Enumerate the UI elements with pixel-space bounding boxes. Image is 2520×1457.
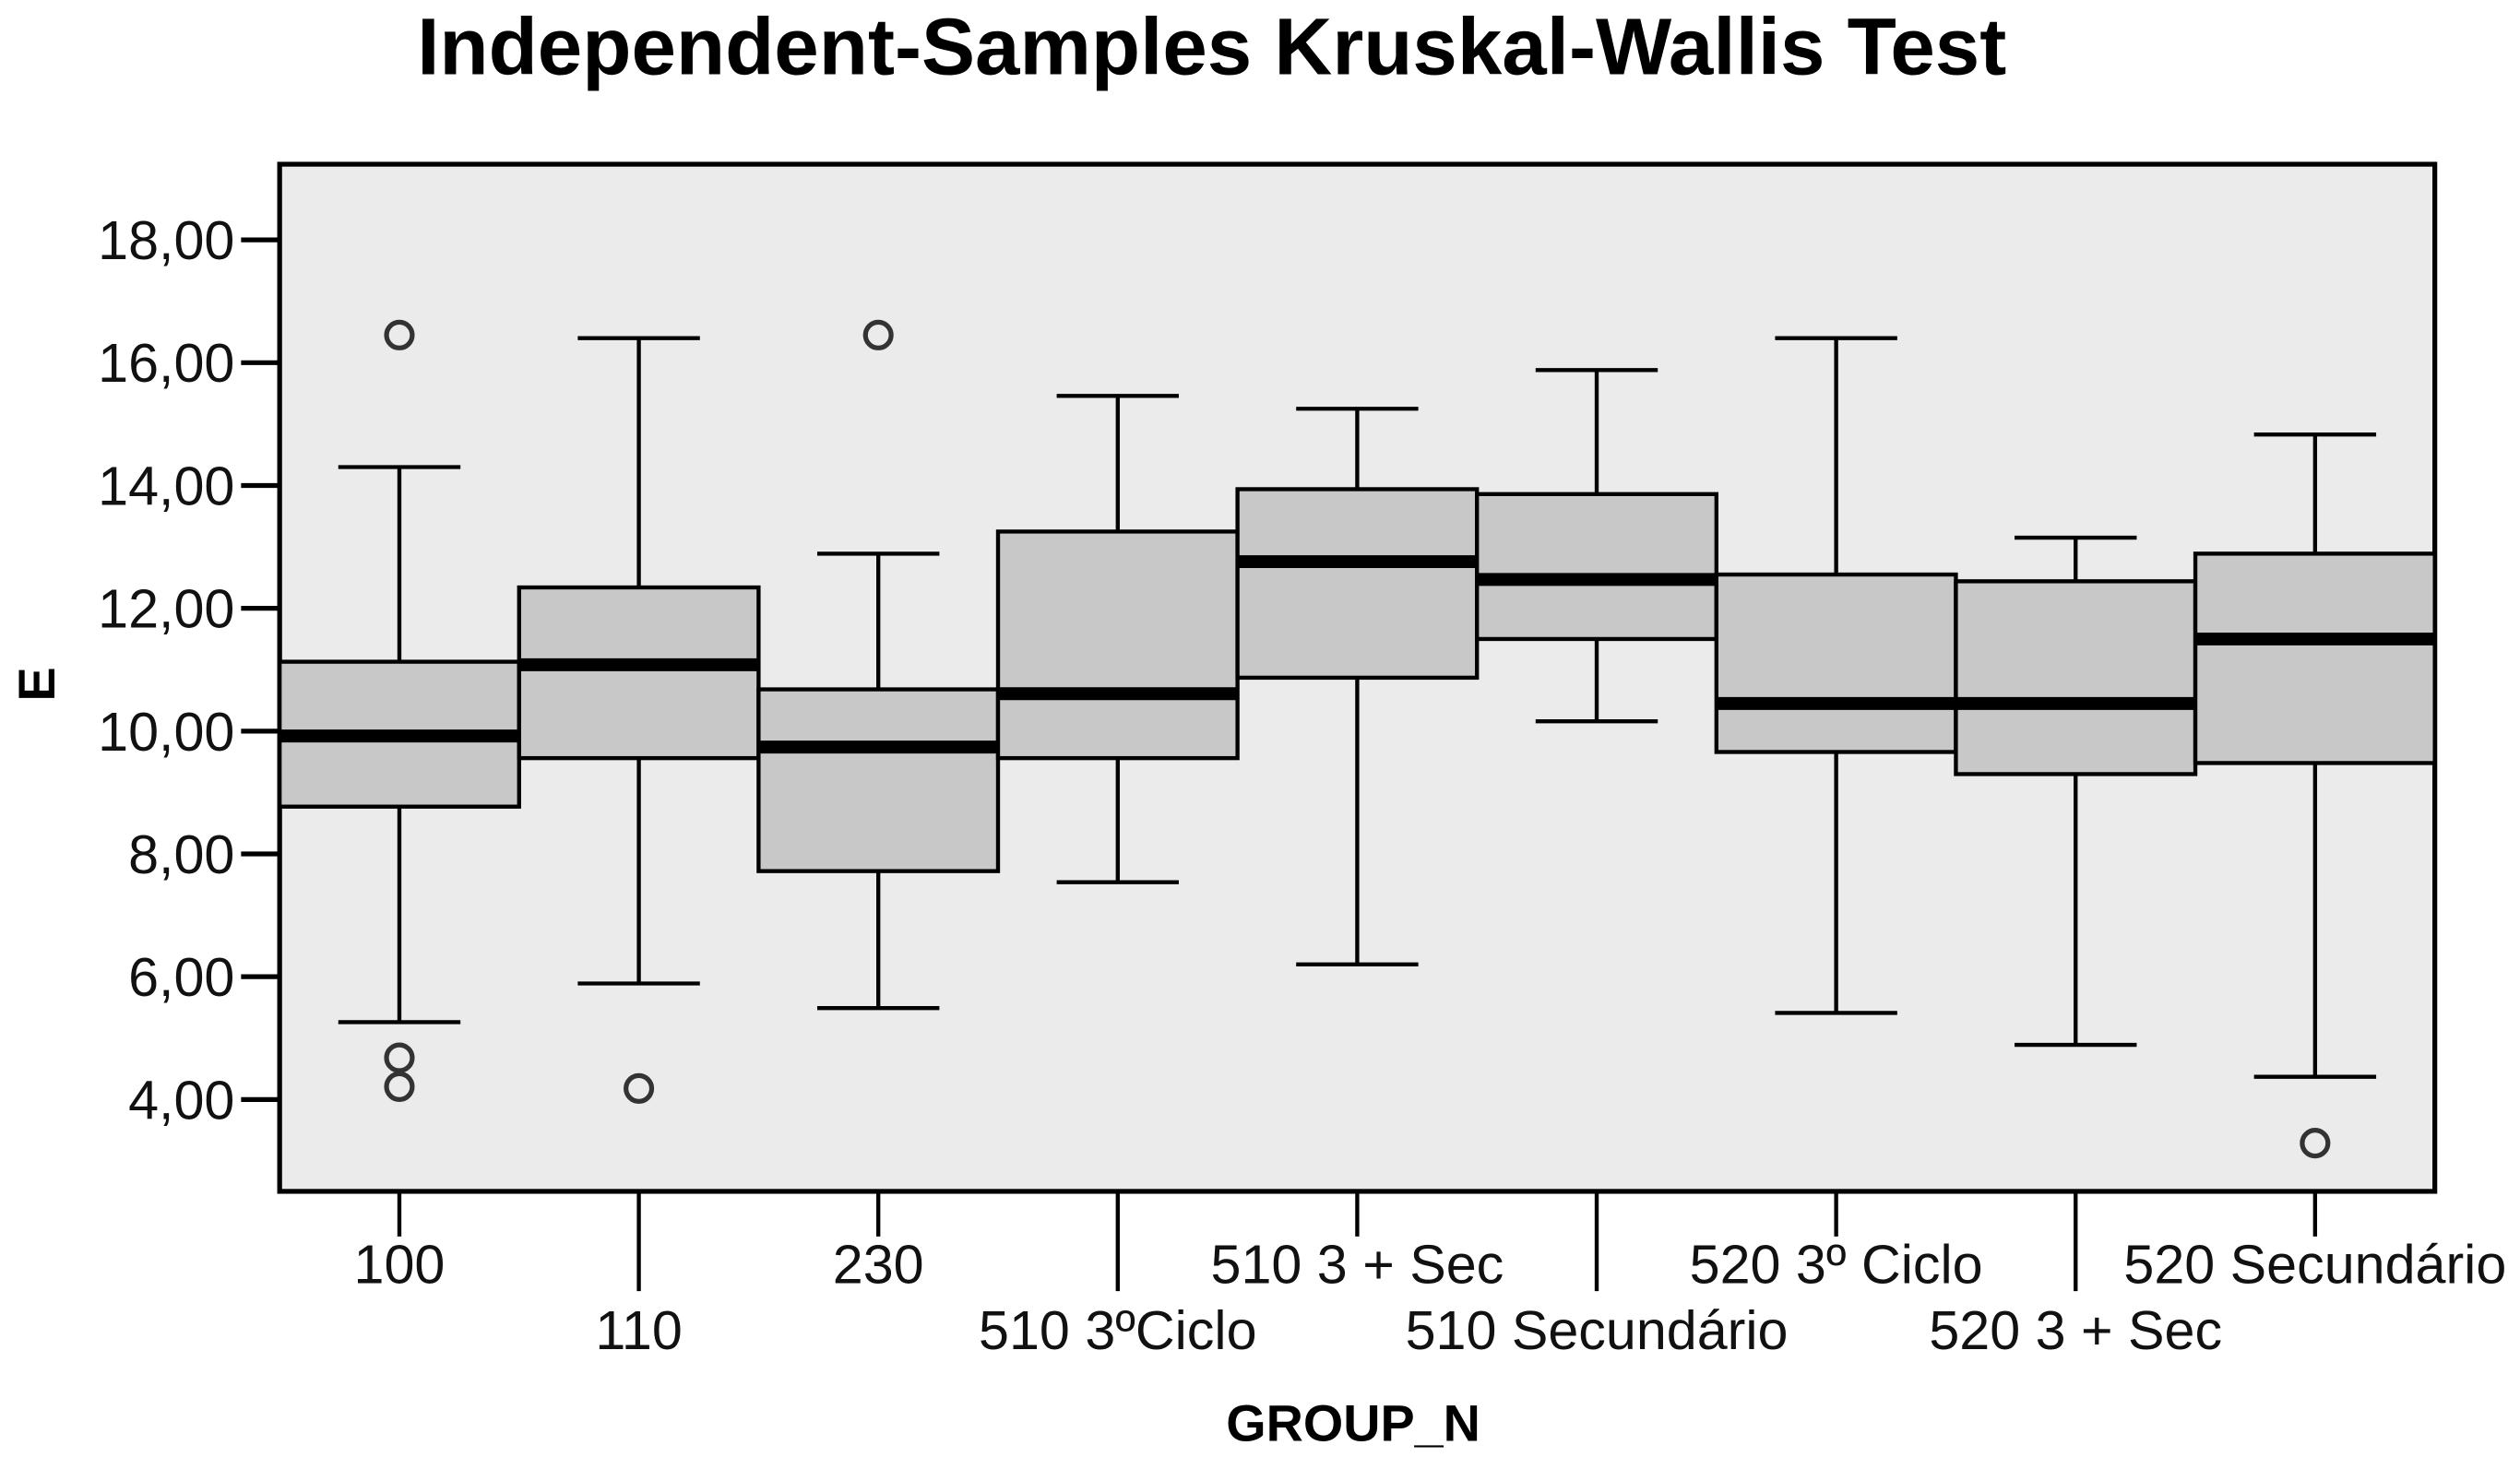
chart-title: Independent-Samples Kruskal-Wallis Test (417, 2, 2006, 91)
x-tick-label: 520 3º Ciclo (1690, 1233, 1983, 1295)
outlier-point (2300, 1128, 2331, 1159)
outlier-point (384, 1071, 415, 1102)
y-tick-label: 18,00 (98, 209, 234, 271)
outlier-point (384, 319, 415, 350)
y-tick-label: 12,00 (98, 578, 234, 640)
y-tick-label: 16,00 (98, 332, 234, 394)
y-tick-label: 4,00 (128, 1069, 234, 1131)
x-tick-label: 510 Secundário (1406, 1299, 1789, 1361)
box-iqr (1235, 487, 1480, 681)
outlier-point (384, 1042, 415, 1073)
box-iqr (1954, 579, 2198, 776)
x-tick-label: 230 (833, 1233, 924, 1295)
box-iqr (995, 529, 1240, 761)
x-axis-title: GROUP_N (1226, 1393, 1480, 1451)
box-iqr (2193, 551, 2437, 765)
box-iqr (1714, 572, 1958, 754)
x-tick-label: 510 3 + Sec (1211, 1233, 1504, 1295)
outlier-point (862, 319, 894, 350)
x-tick-label: 100 (354, 1233, 446, 1295)
y-tick-label: 10,00 (98, 701, 234, 763)
y-axis-title: E (7, 667, 65, 701)
box-iqr (517, 585, 761, 761)
x-tick-label: 510 3ºCiclo (979, 1299, 1256, 1361)
x-tick-label: 520 Secundário (2123, 1233, 2506, 1295)
box-iqr (1475, 492, 1719, 642)
x-tick-label: 110 (595, 1299, 682, 1361)
x-tick-label: 520 3 + Sec (1929, 1299, 2222, 1361)
y-tick-label: 14,00 (98, 455, 234, 516)
y-tick-label: 8,00 (128, 823, 234, 885)
outlier-point (624, 1072, 655, 1104)
box-iqr (756, 687, 1001, 873)
y-tick-label: 6,00 (128, 946, 234, 1008)
